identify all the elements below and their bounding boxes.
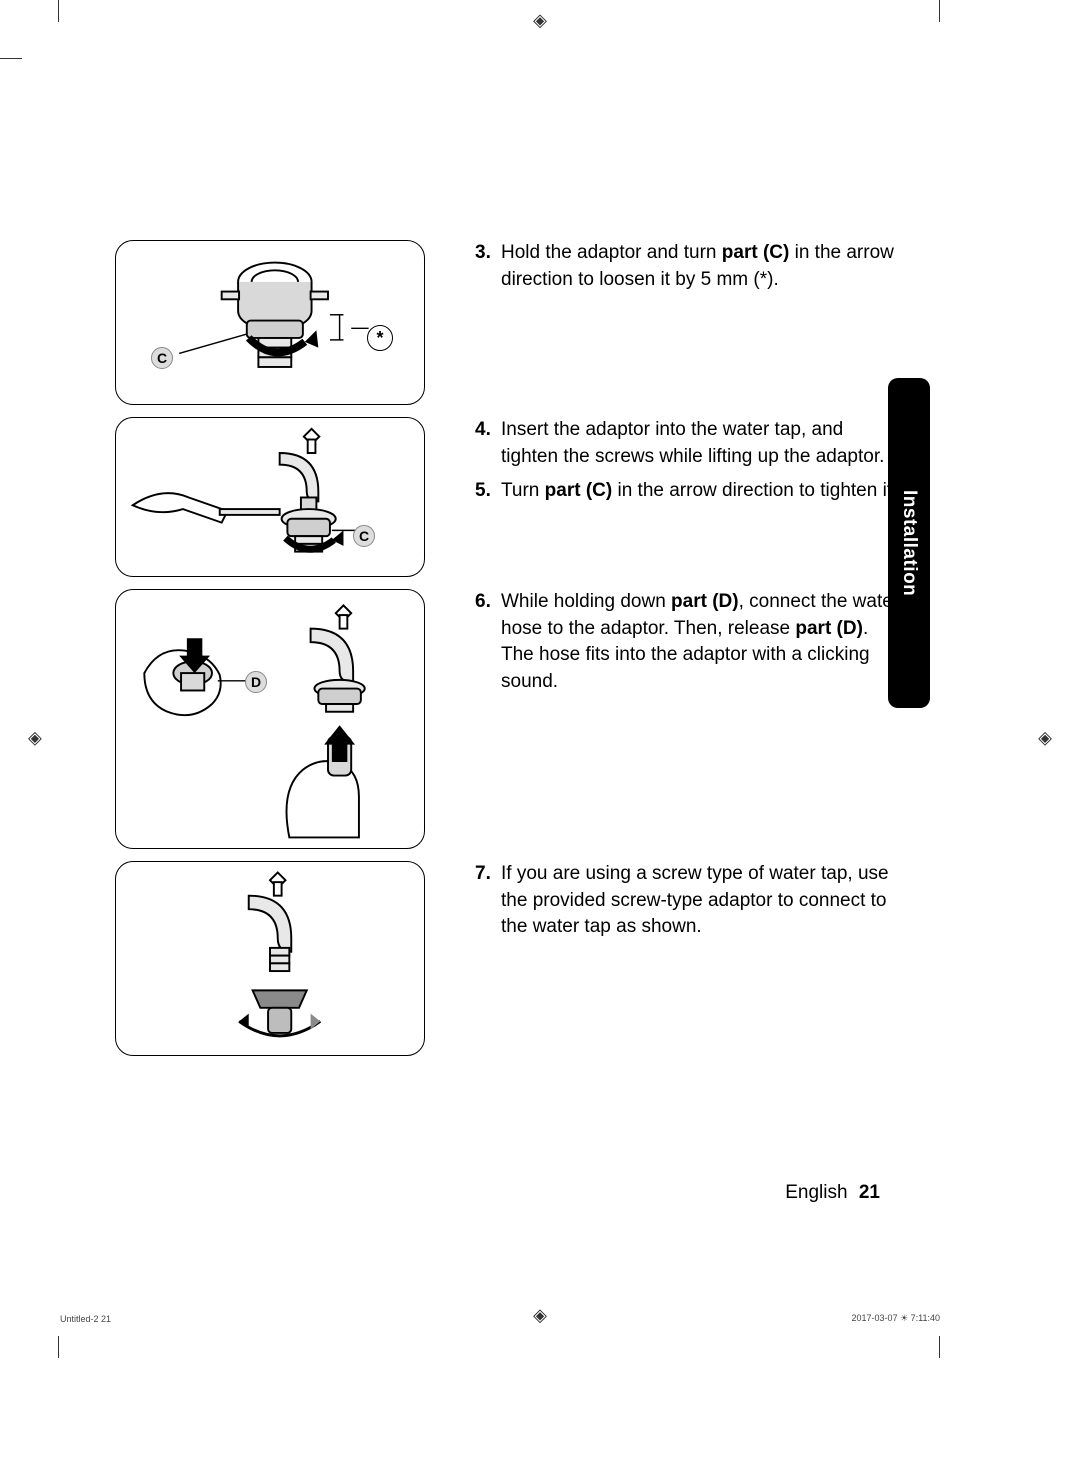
screw-adaptor-illustration bbox=[125, 866, 415, 1051]
section-tab-label: Installation bbox=[898, 490, 920, 596]
step-number: 4. bbox=[475, 417, 501, 470]
label-c: C bbox=[151, 347, 173, 369]
hose-connect-illustration bbox=[125, 594, 415, 844]
crop-mark bbox=[0, 58, 22, 59]
step-text: Insert the adaptor into the water tap, a… bbox=[501, 417, 900, 470]
step-text: While holding down part (D), connect the… bbox=[501, 589, 900, 695]
footer-page-number: 21 bbox=[859, 1182, 880, 1203]
step-number: 3. bbox=[475, 240, 501, 293]
step-text: Turn part (C) in the arrow direction to … bbox=[501, 478, 900, 505]
step-row: C * 3. Hold the adaptor and turn part (C… bbox=[115, 240, 900, 405]
step-row: D 6. While holding down part (D), connec… bbox=[115, 589, 900, 849]
label-c: C bbox=[353, 525, 375, 547]
step-number: 5. bbox=[475, 478, 501, 505]
crop-mark bbox=[939, 1336, 940, 1358]
step-row: 7. If you are using a screw type of wate… bbox=[115, 861, 900, 1056]
step-5: 5. Turn part (C) in the arrow direction … bbox=[475, 478, 900, 505]
step-4: 4. Insert the adaptor into the water tap… bbox=[475, 417, 900, 470]
step-row: C 4. Insert the adaptor into the water t… bbox=[115, 417, 900, 577]
step-6: 6. While holding down part (D), connect … bbox=[475, 589, 900, 695]
adaptor-tighten-illustration bbox=[125, 422, 415, 572]
crop-mark bbox=[58, 0, 59, 22]
page-content: C * 3. Hold the adaptor and turn part (C… bbox=[115, 240, 900, 1276]
registration-mark-icon: ◈ bbox=[28, 728, 42, 749]
print-meta-right: 2017-03-07 ☀ 7:11:40 bbox=[852, 1313, 940, 1324]
page-footer: English 21 bbox=[785, 1182, 880, 1204]
print-meta-left: Untitled-2 21 bbox=[60, 1314, 111, 1324]
adaptor-loosen-illustration bbox=[125, 245, 415, 400]
figure-step-6 bbox=[115, 589, 425, 849]
crop-mark bbox=[58, 1336, 59, 1358]
step-text: Hold the adaptor and turn part (C) in th… bbox=[501, 240, 900, 293]
step-number: 6. bbox=[475, 589, 501, 695]
figure-step-4-5 bbox=[115, 417, 425, 577]
step-3: 3. Hold the adaptor and turn part (C) in… bbox=[475, 240, 900, 293]
crop-mark bbox=[939, 0, 940, 22]
registration-mark-icon: ◈ bbox=[533, 10, 547, 31]
registration-mark-icon: ◈ bbox=[533, 1305, 547, 1326]
figure-step-7 bbox=[115, 861, 425, 1056]
label-d: D bbox=[245, 671, 267, 693]
step-number: 7. bbox=[475, 861, 501, 941]
step-7: 7. If you are using a screw type of wate… bbox=[475, 861, 900, 941]
step-text: If you are using a screw type of water t… bbox=[501, 861, 900, 941]
registration-mark-icon: ◈ bbox=[1038, 728, 1052, 749]
footer-language: English bbox=[785, 1182, 847, 1203]
label-star: * bbox=[367, 325, 393, 351]
figure-step-3 bbox=[115, 240, 425, 405]
